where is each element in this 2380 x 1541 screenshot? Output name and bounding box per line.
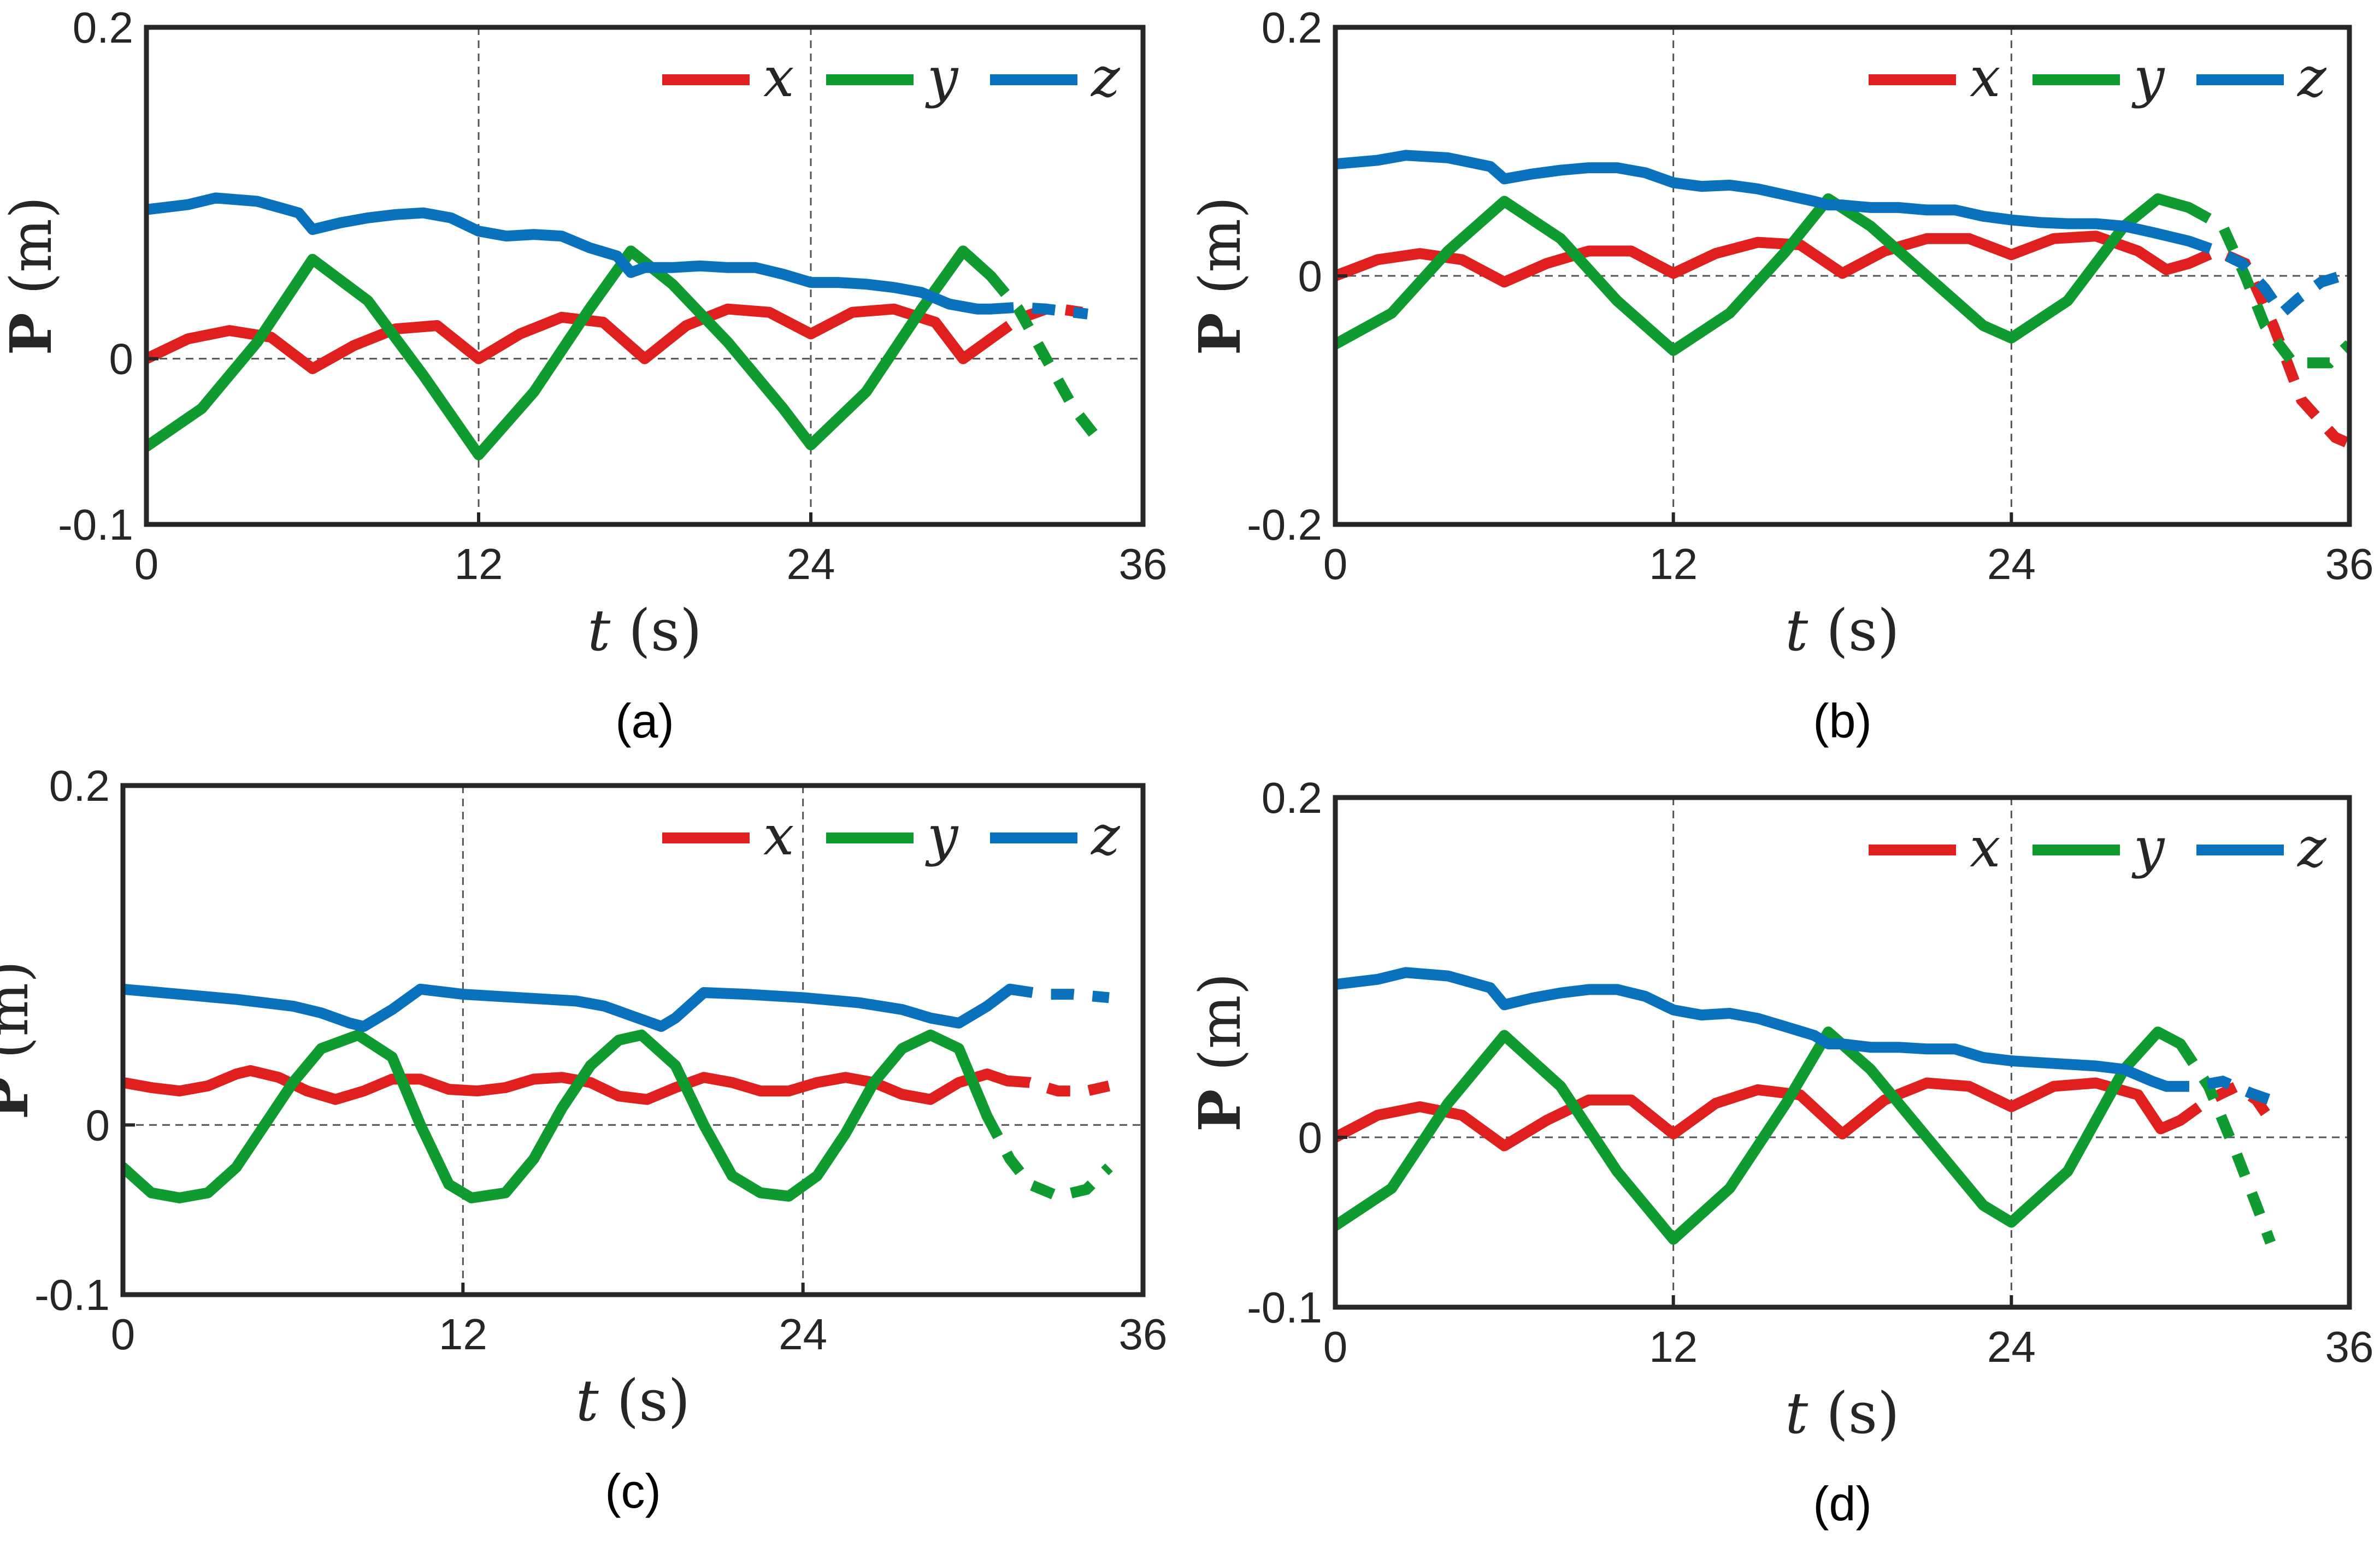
legend-label-z: z [1091,45,1121,109]
series-dashed-y [986,272,1098,437]
chart-panel-2: 0 12 24 36-0.200.2t (s)P (m)x y z(b) [1186,3,2373,748]
y-tick-label: -0.1 [1247,1283,1322,1332]
series-line-x [123,1065,1013,1105]
series-line-y [1335,193,2195,356]
series-line-y [1335,1026,2186,1245]
series-dashed-y [2186,203,2349,369]
plot-area [146,27,1143,524]
legend: x y z [662,804,1121,867]
y-tick-label: -0.1 [34,1271,110,1319]
panel-caption: (b) [1813,694,1872,748]
axes-box [1333,795,2352,1310]
x-tick-label: 12 [455,540,503,588]
series-line-x [1335,231,2195,288]
panel-caption: (d) [1813,1477,1872,1531]
x-tick-label: 36 [1119,540,1168,588]
series-dashed-x [2177,1080,2275,1125]
series-line-z [123,983,1016,1032]
legend: x y z [1869,816,2327,879]
legend-label-x: x [763,45,794,109]
axes-box [144,25,1146,527]
legend-label-z: z [2297,45,2327,109]
series-line-z [1335,967,2172,1092]
series-line-x [1335,1077,2186,1152]
legend-label-y: y [2131,816,2165,879]
legend-label-x: x [1970,45,2000,109]
series-dashed-x [2187,245,2349,449]
legend-label-z: z [2297,816,2327,879]
axes-box [120,783,1146,1297]
y-axis-label: P (m) [0,196,64,355]
legend-label-x: x [1970,816,2000,879]
x-tick-label: 0 [1323,540,1348,588]
panel-caption: (c) [605,1464,661,1518]
legend-label-x: x [763,804,794,867]
y-tick-label: 0.2 [1262,774,1322,822]
x-tick-label: 24 [779,1310,827,1359]
series-line-y [146,245,997,460]
series-dashed-y [982,1114,1113,1202]
y-axis-label: P (m) [0,960,41,1119]
y-tick-label: -0.2 [1247,500,1322,549]
legend-label-y: y [2131,45,2165,109]
series-dashed-z [2187,235,2349,322]
legend-label-y: y [925,45,959,109]
series-dashed-z [2166,1076,2272,1106]
y-axis-label: P (m) [1186,196,1253,355]
series-line-z [146,192,997,315]
y-tick-label: -0.1 [58,500,133,549]
x-tick-label: 36 [1119,1310,1168,1359]
x-axis-label: t (s) [1785,1380,1899,1446]
x-tick-label: 0 [134,540,159,588]
chart-panel-1: 0 12 24 36-0.100.2t (s)P (m)x y z(a) [0,3,1167,748]
legend-label-y: y [925,804,959,867]
y-tick-label: 0 [86,1101,110,1149]
x-tick-label: 0 [111,1310,136,1359]
x-axis-label: t (s) [576,1367,690,1434]
x-tick-label: 24 [1987,1322,2036,1371]
x-axis-label: t (s) [1785,597,1899,664]
y-tick-label: 0 [1298,1113,1323,1162]
x-tick-label: 12 [1649,540,1698,588]
x-tick-label: 12 [1649,1322,1698,1371]
y-axis-label: P (m) [1186,973,1253,1132]
series-dashed-z [990,302,1088,320]
y-tick-label: 0 [1298,252,1323,300]
x-tick-label: 36 [2325,540,2374,588]
legend-label-z: z [1091,804,1121,867]
x-tick-label: 24 [787,540,835,588]
series-line-z [1335,150,2195,247]
legend: x y z [662,45,1121,109]
chart-panel-4: 0 12 24 36-0.100.2t (s)P (m)x y z(d) [1186,774,2373,1531]
x-tick-label: 12 [439,1310,487,1359]
x-axis-label: t (s) [587,597,702,664]
series-line-y [123,1029,993,1203]
y-tick-label: 0.2 [73,3,133,52]
x-tick-label: 0 [1323,1322,1348,1371]
x-tick-label: 24 [1987,540,2036,588]
y-tick-label: 0.2 [1262,3,1322,52]
legend: x y z [1869,45,2327,109]
series-dashed-x [1006,1075,1110,1097]
y-tick-label: 0 [109,335,134,383]
series-dashed-z [1009,983,1110,1003]
y-tick-label: 0.2 [49,761,110,810]
panel-caption: (a) [615,694,674,748]
x-tick-label: 36 [2325,1322,2374,1371]
